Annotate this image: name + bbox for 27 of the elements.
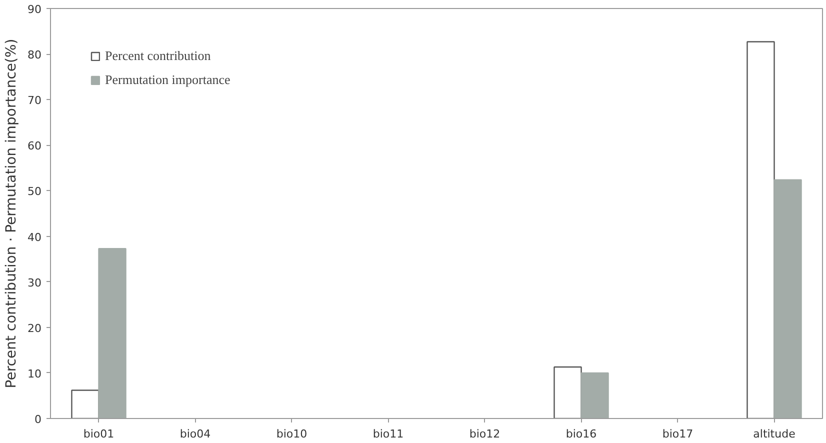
x-tick-label: bio10 xyxy=(276,428,308,440)
x-tick-label: bio12 xyxy=(469,428,500,440)
bar xyxy=(554,366,582,418)
y-tick-label: 70 xyxy=(28,94,42,108)
legend-label: Percent contribution xyxy=(105,48,211,64)
bar xyxy=(774,179,802,418)
bar xyxy=(71,390,100,418)
x-tick-label: bio04 xyxy=(180,428,211,440)
x-tick-label: altitude xyxy=(753,428,796,440)
x-tick-label: bio17 xyxy=(662,428,694,440)
y-tick-label: 80 xyxy=(28,48,42,62)
bar xyxy=(98,248,126,418)
legend-label: Permutation importance xyxy=(105,72,230,88)
y-axis-title: Percent contribution · Permutation importance(%) xyxy=(4,38,20,388)
bar xyxy=(580,372,609,418)
x-tick-label: bio16 xyxy=(566,428,597,440)
y-tick-label: 90 xyxy=(28,3,42,16)
y-tick-label: 10 xyxy=(28,367,42,380)
y-tick-label: 30 xyxy=(28,276,42,290)
x-tick-label: bio11 xyxy=(372,428,404,440)
bar xyxy=(746,41,775,418)
y-tick-label: 50 xyxy=(28,185,42,198)
y-tick-label: 0 xyxy=(34,413,42,426)
y-tick-label: 20 xyxy=(28,322,42,335)
y-tick-label: 60 xyxy=(28,140,42,153)
x-tick-label: bio01 xyxy=(83,428,114,440)
y-tick-label: 40 xyxy=(28,230,42,244)
